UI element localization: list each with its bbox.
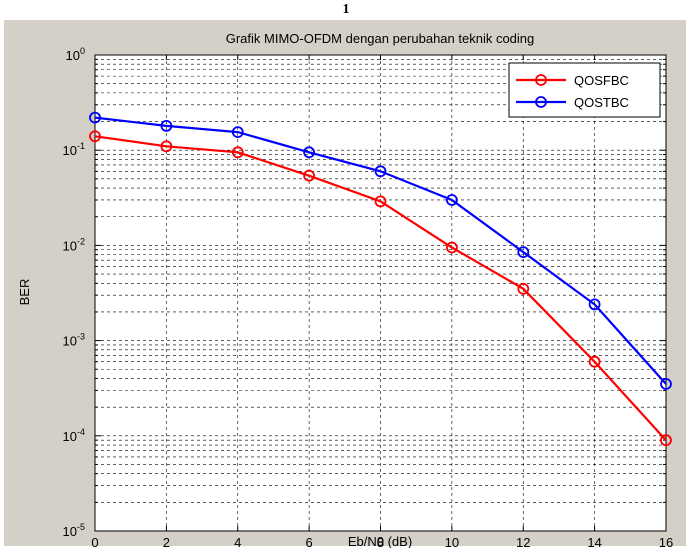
series-layer [89,111,672,447]
y-tick-label: 10-5 [63,522,85,539]
y-tick-label: 10-3 [63,332,85,349]
x-tick-label: 16 [659,535,673,548]
x-tick-label: 0 [91,535,98,548]
legend: QOSFBC QOSTBC [508,62,661,118]
data-point-qosfbc [89,130,101,143]
data-point-qostbc [588,298,601,311]
data-point-qostbc [660,378,672,390]
data-point-qosfbc [588,355,601,368]
data-point-qosfbc [231,146,244,159]
figure-number: 1 [342,2,350,17]
chart-title: Grafik MIMO-OFDM dengan perubahan teknik… [226,31,535,46]
data-point-qosfbc [303,169,316,182]
x-tick-label: 14 [587,535,601,548]
data-point-qostbc [517,246,530,259]
y-tick-label: 10-2 [63,236,85,253]
x-tick-label: 6 [306,535,313,548]
data-point-qosfbc [660,434,672,447]
data-point-qostbc [231,126,244,139]
y-tick-label: 10-1 [63,141,85,158]
legend-box [508,62,661,118]
data-point-qosfbc [374,195,387,208]
x-tick-label: 12 [516,535,530,548]
legend-label-qosfbc: QOSFBC [574,73,629,88]
y-tick-label: 10-4 [63,427,85,444]
legend-marker-qostbc [535,96,547,108]
legend-label-qostbc: QOSTBC [574,95,629,110]
x-tick-label: 4 [234,535,241,548]
y-axis-label: BER [17,279,32,306]
data-point-qosfbc [445,241,458,254]
legend-marker-qosfbc [535,74,547,86]
x-tick-label: 8 [377,535,384,548]
data-point-qostbc [89,111,101,124]
y-tick-label: 100 [66,46,85,63]
data-point-qosfbc [517,282,530,295]
data-point-qosfbc [160,140,173,153]
series-line-qostbc [94,116,667,385]
series-line-qosfbc [94,135,667,441]
x-tick-label: 2 [163,535,170,548]
axis-ticks: 0 2 4 6 8 10 12 14 16 100 10-1 10-2 10-3 10-4 10-5 [63,46,674,548]
data-point-qostbc [445,194,458,206]
x-tick-label: 10 [445,535,459,548]
data-point-qostbc [374,165,387,178]
data-point-qostbc [303,146,316,159]
x-axis-label: Eb/N0 (dB) [348,534,412,548]
data-point-qostbc [160,120,173,132]
